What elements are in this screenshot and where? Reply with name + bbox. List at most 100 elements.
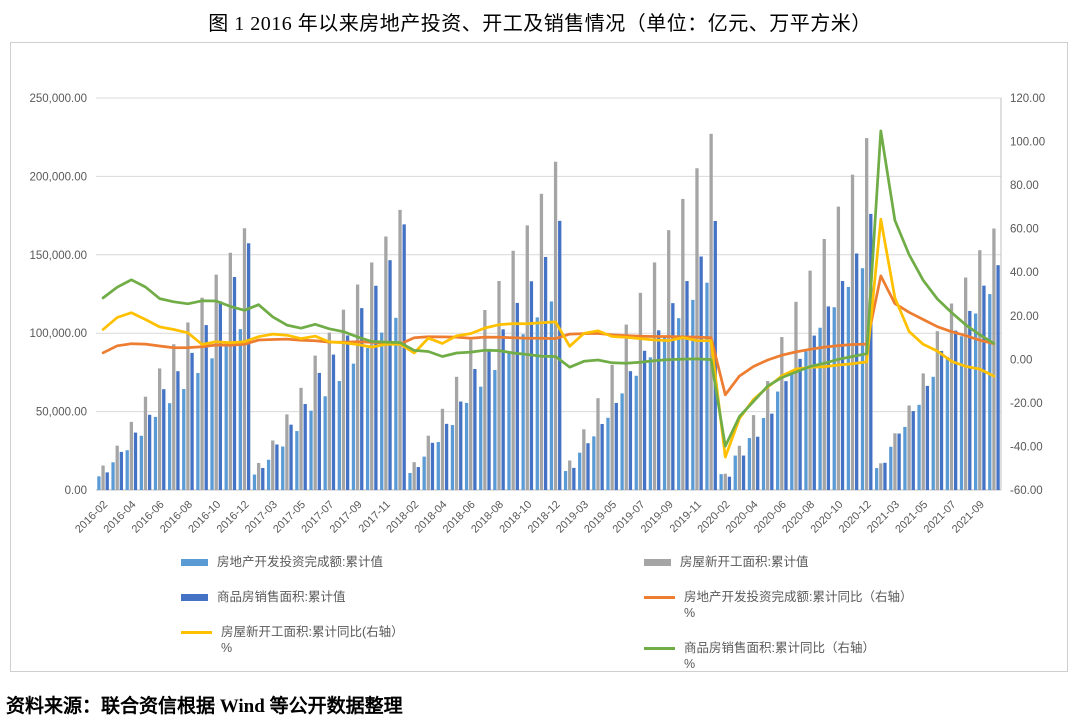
bar-sales-cum [374, 285, 378, 490]
bar-investment-cum [776, 391, 780, 490]
bar-sales-cum [954, 330, 958, 490]
legend-label-wrap: 房屋新开工面积:累计值 [680, 554, 808, 570]
bar-investment-cum [860, 268, 865, 490]
legend-label: 房地产开发投资完成额:累计值 [217, 555, 383, 569]
bar-investment-cum [210, 358, 214, 490]
bar-new-starts-cum [652, 262, 657, 490]
bar-investment-cum [535, 317, 539, 490]
bar-new-starts-cum [992, 228, 996, 490]
bar-sales-cum [939, 351, 944, 490]
bar-new-starts-cum [780, 337, 784, 490]
legend-swatch-sales-cum-bar [181, 594, 208, 601]
bar-sales-cum [642, 350, 647, 490]
bar-sales-cum [968, 310, 972, 490]
legend-swatch-investment-yoy-line [644, 596, 675, 599]
bar-new-starts-cum [893, 433, 897, 490]
bar-sales-cum [671, 303, 675, 490]
bar-sales-cum [911, 411, 915, 490]
bar-new-starts-cum [454, 376, 459, 490]
bar-sales-cum [840, 281, 845, 490]
bar-investment-cum [365, 348, 370, 490]
bar-sales-cum [869, 213, 873, 490]
bar-new-starts-cum [299, 387, 303, 490]
legend-item-new-starts-yoy[interactable]: 房屋新开工面积:累计同比(右轴） % [181, 624, 404, 656]
legend-item-new-starts-cum[interactable]: 房屋新开工面积:累计值 [644, 554, 912, 570]
bar-new-starts-cum [553, 161, 558, 490]
bar-new-starts-cum [426, 435, 430, 490]
bar-sales-cum [119, 451, 124, 490]
bar-sales-cum [147, 414, 152, 490]
bar-investment-cum [464, 402, 469, 490]
bar-sales-cum [798, 358, 802, 490]
bar-sales-cum [430, 442, 435, 490]
bar-investment-cum [111, 462, 115, 490]
y-right-tick-label: -60.00 [1010, 485, 1043, 497]
bar-investment-cum [238, 329, 242, 490]
bar-new-starts-cum [511, 250, 515, 490]
bar-investment-cum [705, 282, 709, 490]
bar-investment-cum [450, 425, 455, 490]
legend-item-sales-cum[interactable]: 商品房销售面积:累计值 [181, 589, 404, 605]
bar-investment-cum [592, 436, 596, 490]
bar-investment-cum [747, 438, 752, 490]
bar-sales-cum [275, 444, 279, 490]
bar-new-starts-cum [681, 198, 685, 490]
bar-investment-cum [677, 318, 681, 490]
bar-investment-cum [818, 327, 822, 490]
bar-investment-cum [507, 350, 511, 490]
bar-sales-cum [487, 348, 491, 490]
bar-investment-cum [634, 375, 638, 490]
bar-investment-cum [167, 403, 172, 490]
y-right-tick-label: 0.00 [1010, 354, 1032, 366]
bar-new-starts-cum [327, 332, 331, 490]
bar-sales-cum [855, 253, 859, 490]
bar-sales-cum [897, 433, 901, 490]
source-note: 资料来源：联合资信根据 Wind 等公开数据整理 [6, 696, 403, 717]
bar-new-starts-cum [483, 310, 487, 490]
bar-new-starts-cum [370, 262, 374, 490]
bar-new-starts-cum [964, 277, 968, 490]
bar-sales-cum [996, 265, 1000, 490]
bar-sales-cum [727, 476, 732, 490]
legend-item-investment-cum[interactable]: 房地产开发投资完成额:累计值 [181, 554, 404, 570]
bar-new-starts-cum [497, 281, 501, 490]
bar-new-starts-cum [214, 274, 218, 490]
bar-sales-cum [883, 462, 887, 490]
bar-investment-cum [662, 336, 667, 490]
bar-new-starts-cum [341, 309, 346, 490]
bar-sales-cum [812, 335, 816, 490]
y-left-tick-label: 200,000.00 [29, 171, 87, 183]
bar-sales-cum [982, 285, 986, 490]
bar-investment-cum [224, 343, 228, 490]
bar-new-starts-cum [440, 408, 445, 490]
bar-investment-cum [804, 351, 808, 490]
legend-column-left: 房地产开发投资完成额:累计值 商品房销售面积:累计值 房屋新开工面积:累计同比(… [181, 554, 404, 675]
bar-new-starts-cum [186, 322, 190, 490]
bar-investment-cum [931, 376, 935, 490]
legend-item-sales-yoy[interactable]: 商品房销售面积:累计同比（右轴） % [644, 640, 912, 672]
bar-investment-cum [761, 418, 766, 490]
line-new-starts-yoy [101, 217, 996, 459]
bar-sales-cum [388, 260, 392, 490]
bar-new-starts-cum [412, 462, 416, 490]
bar-investment-cum [323, 396, 327, 490]
bar-sales-cum [416, 467, 420, 490]
bar-new-starts-cum [355, 284, 360, 490]
legend-label-sub: % [684, 657, 696, 671]
y-right-tick-label: -20.00 [1010, 398, 1043, 410]
legend-item-investment-yoy[interactable]: 房地产开发投资完成额:累计同比（右轴） % [644, 589, 912, 621]
bar-investment-cum [125, 450, 129, 490]
bar-sales-cum [543, 256, 548, 490]
legend-label-wrap: 房地产开发投资完成额:累计值 [217, 554, 383, 570]
bar-investment-cum [719, 474, 723, 490]
bar-new-starts-cum [101, 465, 105, 490]
bar-sales-cum [162, 389, 166, 490]
bar-investment-cum [139, 435, 143, 490]
bar-sales-cum [459, 401, 463, 490]
bar-new-starts-cum [865, 138, 869, 490]
y-right-tick-label: 120.00 [1010, 93, 1045, 105]
bar-investment-cum [620, 393, 624, 490]
bar-new-starts-cum [582, 429, 586, 490]
bar-sales-cum [261, 467, 265, 490]
